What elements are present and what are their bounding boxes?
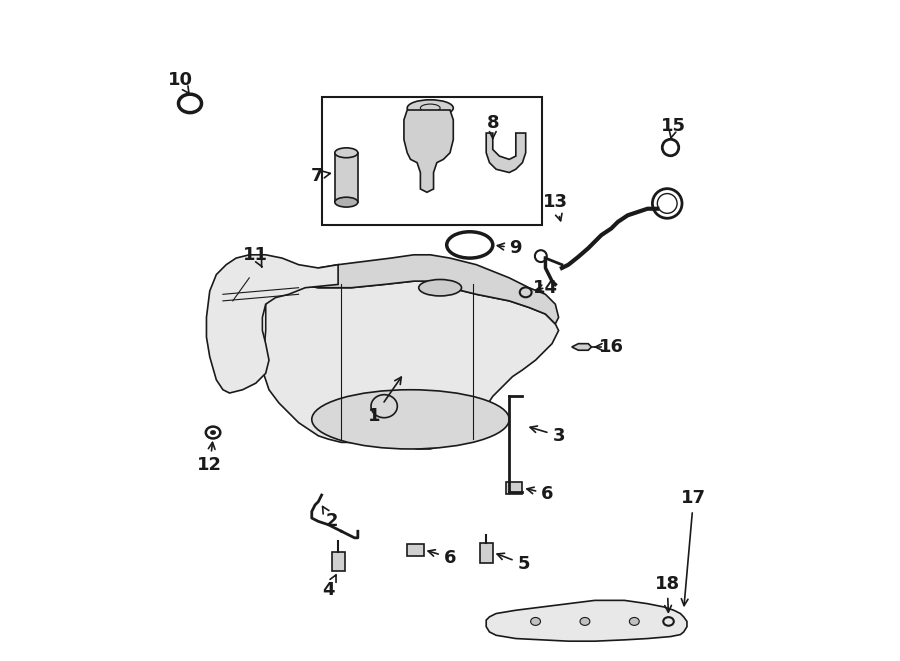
- PathPatch shape: [263, 281, 559, 449]
- PathPatch shape: [572, 344, 591, 350]
- Bar: [407, 544, 424, 556]
- Text: 15: 15: [662, 118, 687, 139]
- Ellipse shape: [335, 197, 358, 207]
- Text: 12: 12: [197, 442, 222, 475]
- Ellipse shape: [211, 430, 216, 434]
- Ellipse shape: [418, 280, 462, 296]
- Text: 4: 4: [322, 575, 336, 600]
- Text: 10: 10: [167, 71, 193, 95]
- Ellipse shape: [407, 100, 454, 116]
- PathPatch shape: [486, 133, 526, 173]
- Text: 8: 8: [487, 114, 500, 139]
- Text: 17: 17: [681, 489, 706, 605]
- Text: 5: 5: [497, 553, 530, 573]
- Text: 14: 14: [533, 279, 558, 297]
- Text: 13: 13: [543, 193, 568, 221]
- PathPatch shape: [486, 600, 687, 641]
- Bar: [335, 153, 358, 202]
- Ellipse shape: [311, 390, 509, 449]
- Bar: [506, 482, 522, 494]
- Text: 9: 9: [498, 239, 522, 257]
- Text: 11: 11: [243, 246, 268, 267]
- Bar: [331, 553, 345, 570]
- Ellipse shape: [580, 617, 590, 625]
- Text: 6: 6: [526, 485, 554, 503]
- PathPatch shape: [404, 110, 454, 192]
- Text: 6: 6: [428, 549, 456, 566]
- Bar: [321, 97, 542, 225]
- Text: 18: 18: [654, 575, 680, 612]
- Text: 2: 2: [322, 506, 338, 530]
- PathPatch shape: [206, 254, 338, 393]
- Text: 7: 7: [310, 167, 330, 185]
- Ellipse shape: [531, 617, 541, 625]
- Text: 16: 16: [595, 338, 624, 356]
- PathPatch shape: [299, 254, 559, 324]
- Text: 1: 1: [368, 377, 401, 425]
- Bar: [480, 543, 493, 563]
- Ellipse shape: [335, 148, 358, 158]
- Ellipse shape: [629, 617, 639, 625]
- Text: 3: 3: [530, 426, 565, 445]
